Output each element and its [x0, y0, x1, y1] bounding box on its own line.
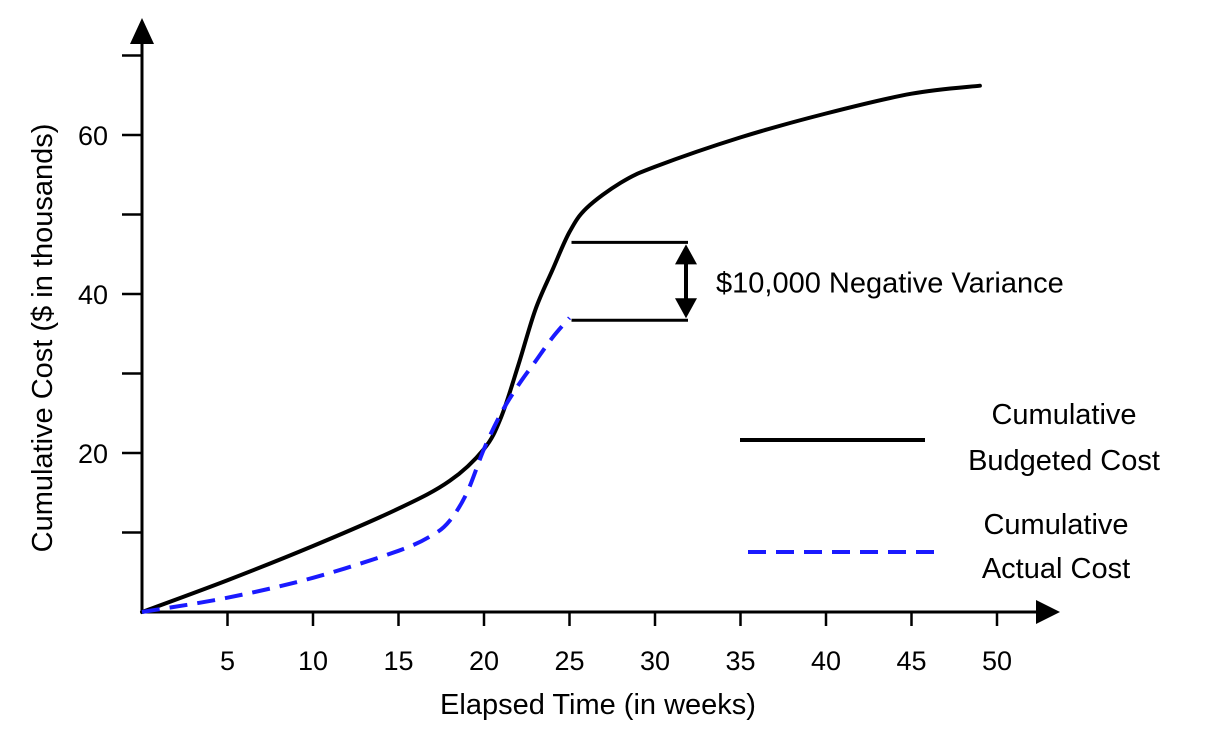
x-axis-title: Elapsed Time (in weeks) [440, 689, 756, 721]
arrow-down-icon [675, 298, 697, 319]
series-lines [140, 83, 982, 614]
y-axis-arrow-icon [130, 18, 154, 44]
arrow-up-icon [675, 244, 697, 265]
legend-label: Budgeted Cost [968, 445, 1160, 477]
x-tick-label: 15 [383, 646, 413, 676]
variance-label: $10,000 Negative Variance [716, 267, 1064, 299]
x-tick-label: 40 [811, 646, 841, 676]
legend-label: Cumulative [991, 399, 1136, 431]
x-tick-label: 5 [220, 646, 235, 676]
legend-label: Actual Cost [982, 553, 1130, 585]
x-axis-arrow-icon [1036, 600, 1060, 624]
legend: Cumulative Budgeted Cost Cumulative Actual … [740, 399, 1160, 585]
x-tick-label: 30 [640, 646, 670, 676]
ticks: 5 10 15 20 25 30 35 40 45 50 20 40 60 [78, 54, 1012, 676]
y-tick-label: 40 [78, 280, 108, 310]
variance-annotation: $10,000 Negative Variance [571, 240, 1064, 322]
x-tick-label: 50 [982, 646, 1012, 676]
x-tick-label: 10 [298, 646, 328, 676]
budgeted-cost-line [140, 83, 982, 614]
y-axis-title: Cumulative Cost ($ in thousands) [27, 124, 59, 553]
x-tick-label: 35 [725, 646, 755, 676]
x-tick-label: 45 [896, 646, 926, 676]
legend-label: Cumulative [983, 509, 1128, 541]
y-tick-label: 20 [78, 439, 108, 469]
y-tick-label: 60 [78, 121, 108, 151]
x-tick-label: 25 [554, 646, 584, 676]
x-tick-label: 20 [469, 646, 499, 676]
axis-titles: Elapsed Time (in weeks) Cumulative Cost (… [27, 124, 756, 721]
actual-cost-line [141, 316, 572, 614]
